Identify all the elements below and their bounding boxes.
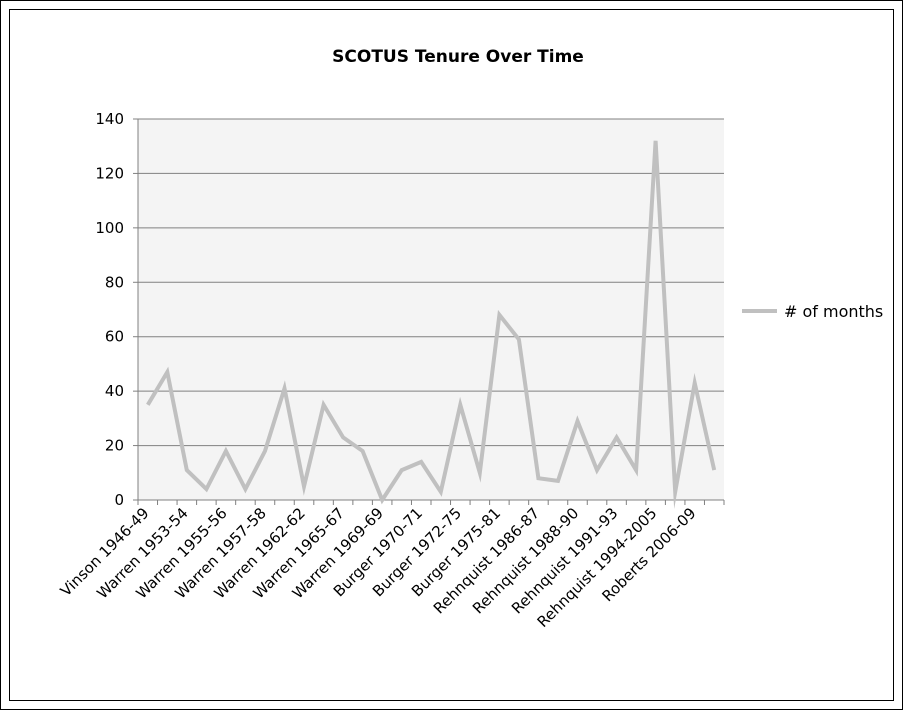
- chart-title: SCOTUS Tenure Over Time: [332, 47, 584, 67]
- y-tick-label: 40: [105, 382, 124, 400]
- plot-background: [138, 119, 724, 500]
- y-tick-label: 0: [114, 491, 124, 509]
- legend: # of months: [742, 302, 883, 321]
- y-tick-label: 60: [105, 328, 124, 346]
- series-line: [146, 140, 717, 509]
- y-tick-label: 120: [95, 164, 124, 182]
- legend-label: # of months: [784, 302, 883, 321]
- y-tick-label: 100: [95, 219, 124, 237]
- y-tick-label: 140: [95, 110, 124, 128]
- y-tick-label: 80: [105, 273, 124, 291]
- y-tick-label: 20: [105, 437, 124, 455]
